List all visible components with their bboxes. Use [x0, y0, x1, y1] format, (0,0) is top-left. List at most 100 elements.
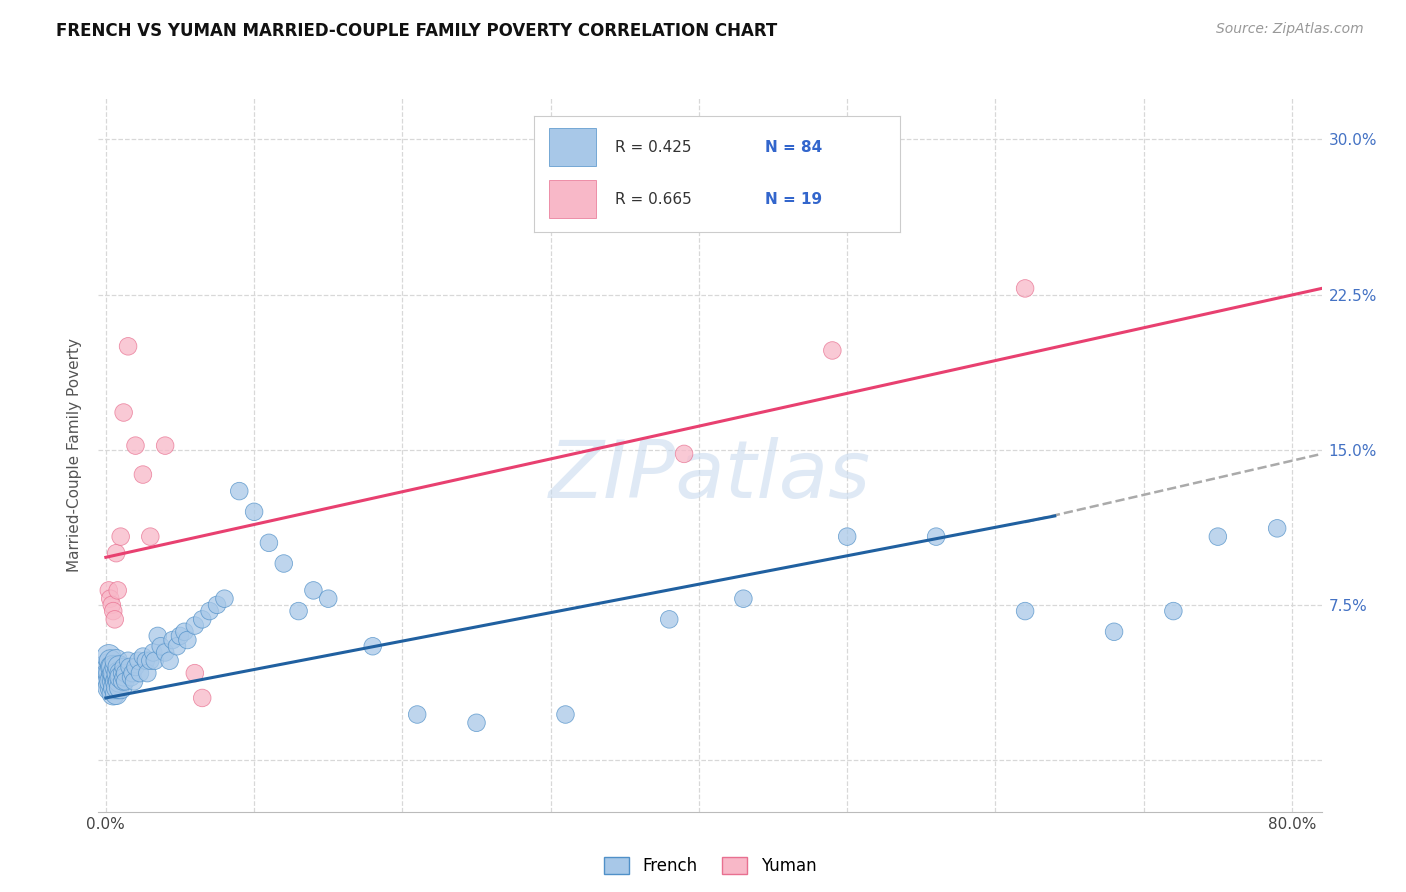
Point: [100, 674, 122, 689]
Point: [124, 660, 146, 674]
Point: [198, 604, 221, 618]
Point: [143, 654, 166, 668]
Point: [169, 629, 191, 643]
Point: [105, 546, 128, 560]
Point: [103, 674, 125, 689]
Point: [673, 447, 696, 461]
Point: [97, 674, 120, 689]
Point: [104, 666, 127, 681]
Text: N = 84: N = 84: [765, 140, 823, 155]
Point: [153, 439, 176, 453]
Point: [103, 687, 125, 701]
Y-axis label: Married-Couple Family Poverty: Married-Couple Family Poverty: [67, 338, 83, 572]
Point: [406, 707, 429, 722]
Text: ZIPatlas: ZIPatlas: [548, 437, 872, 516]
Point: [129, 666, 152, 681]
Legend: French, Yuman: French, Yuman: [598, 850, 823, 882]
Point: [149, 639, 172, 653]
Point: [142, 645, 165, 659]
Point: [110, 530, 132, 544]
Point: [191, 612, 214, 626]
Point: [361, 639, 384, 653]
Point: [162, 633, 184, 648]
Point: [114, 666, 136, 681]
Point: [100, 681, 122, 695]
Point: [837, 530, 859, 544]
Point: [107, 666, 129, 681]
Point: [465, 715, 488, 730]
Point: [105, 660, 128, 674]
Point: [132, 467, 155, 482]
Point: [1265, 521, 1288, 535]
Point: [184, 618, 207, 632]
Point: [105, 674, 128, 689]
Text: R = 0.665: R = 0.665: [614, 192, 692, 207]
Point: [257, 536, 280, 550]
Point: [153, 645, 176, 659]
Bar: [548, 179, 596, 218]
Text: FRENCH VS YUMAN MARRIED-COUPLE FAMILY POVERTY CORRELATION CHART: FRENCH VS YUMAN MARRIED-COUPLE FAMILY PO…: [56, 22, 778, 40]
Point: [98, 681, 121, 695]
Point: [98, 591, 121, 606]
Point: [112, 670, 135, 684]
Point: [1206, 530, 1229, 544]
Point: [98, 666, 121, 681]
Point: [110, 681, 132, 695]
Point: [110, 666, 132, 681]
Point: [97, 666, 120, 681]
Point: [925, 530, 948, 544]
Point: [122, 674, 145, 689]
Point: [108, 674, 131, 689]
Point: [166, 639, 188, 653]
Point: [103, 660, 125, 674]
Point: [117, 654, 139, 668]
Point: [114, 674, 136, 689]
Point: [287, 604, 309, 618]
Text: R = 0.425: R = 0.425: [614, 140, 692, 155]
Point: [103, 604, 125, 618]
Point: [135, 654, 157, 668]
Point: [104, 612, 127, 626]
Point: [96, 660, 118, 674]
Point: [159, 654, 181, 668]
Point: [136, 666, 159, 681]
Point: [146, 629, 169, 643]
Point: [176, 633, 198, 648]
Point: [121, 666, 143, 681]
Point: [98, 654, 121, 668]
Point: [118, 660, 141, 674]
Point: [124, 439, 146, 453]
Bar: [548, 128, 596, 166]
Point: [105, 687, 128, 701]
Point: [104, 681, 127, 695]
Point: [1014, 281, 1036, 295]
Point: [191, 690, 214, 705]
Point: [97, 649, 120, 664]
Point: [107, 670, 129, 684]
Text: N = 19: N = 19: [765, 192, 821, 207]
Point: [228, 484, 250, 499]
Text: Source: ZipAtlas.com: Source: ZipAtlas.com: [1216, 22, 1364, 37]
Point: [139, 654, 162, 668]
Point: [117, 339, 139, 353]
Point: [554, 707, 576, 722]
Point: [97, 583, 120, 598]
Point: [108, 660, 131, 674]
Point: [302, 583, 325, 598]
Point: [316, 591, 339, 606]
Point: [100, 660, 122, 674]
Point: [243, 505, 266, 519]
Point: [127, 654, 149, 668]
Point: [273, 557, 295, 571]
Point: [105, 654, 128, 668]
Point: [107, 583, 129, 598]
Point: [111, 666, 134, 681]
Point: [658, 612, 681, 626]
Point: [1102, 624, 1125, 639]
Point: [103, 666, 125, 681]
Point: [110, 670, 132, 684]
Point: [111, 674, 134, 689]
Point: [821, 343, 844, 358]
Point: [107, 681, 129, 695]
Point: [100, 598, 122, 612]
